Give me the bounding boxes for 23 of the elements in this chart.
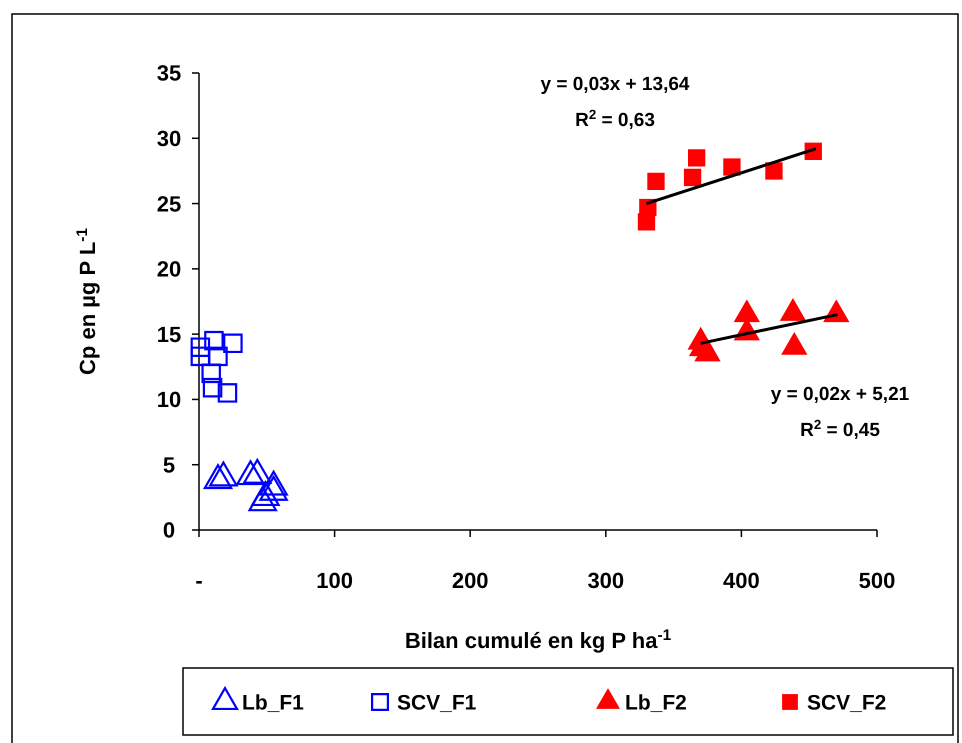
legend-label: Lb_F1	[242, 691, 304, 714]
annotation: R$^{2}$ = 0,63	[575, 106, 655, 131]
x-axis-title: Bilan cumulé en kg P ha$^{-1}$	[404, 626, 672, 653]
y-tick-label: 25	[156, 191, 182, 216]
x-tick-label: 100	[316, 568, 353, 593]
y-tick-label: 20	[156, 256, 182, 282]
x-tick-label: -	[195, 568, 203, 593]
x-tick-label: 500	[858, 568, 896, 593]
legend-label: SCV_F1	[397, 691, 477, 714]
y-tick-label: 10	[156, 387, 182, 412]
x-tick-label: 200	[452, 568, 489, 593]
y-tick-label: 15	[156, 322, 182, 347]
y-tick-label: 5	[162, 452, 176, 478]
legend-label: SCV_F2	[807, 691, 886, 714]
annotation: y = 0,03x + 13,64	[540, 74, 690, 95]
annotation: R$^{2}$ = 0,45	[800, 416, 880, 441]
y-tick-label: 35	[156, 60, 182, 86]
x-tick-label: 400	[723, 568, 760, 593]
x-tick-label: 300	[587, 568, 624, 593]
y-tick-label: 30	[156, 126, 182, 151]
legend-label: Lb_F2	[625, 691, 687, 714]
y-tick-label: 0	[162, 518, 176, 543]
annotation: y = 0,02x + 5,21	[770, 384, 910, 405]
